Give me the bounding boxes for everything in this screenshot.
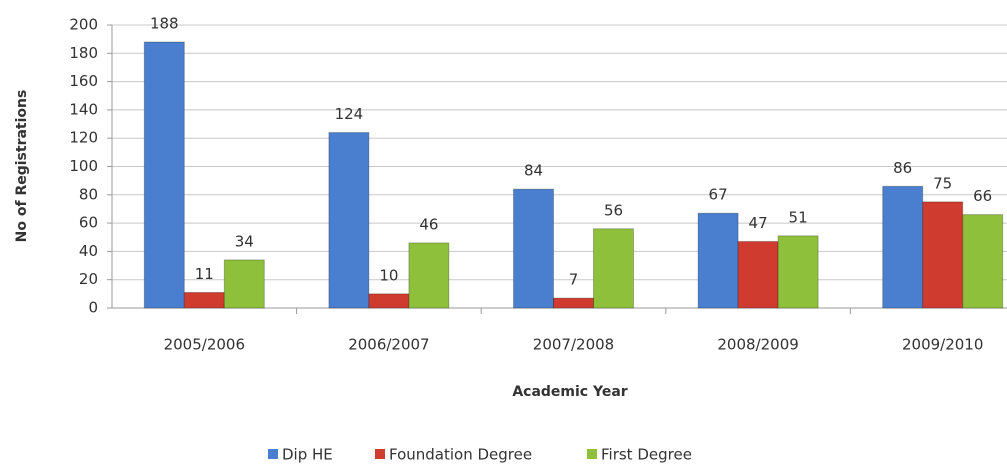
y-tick-label: 0 bbox=[88, 299, 98, 317]
bar bbox=[593, 228, 634, 309]
data-label: 66 bbox=[973, 187, 992, 205]
legend-swatch bbox=[375, 449, 385, 459]
y-tick-label: 120 bbox=[69, 129, 98, 147]
data-label: 67 bbox=[709, 186, 728, 204]
y-tick-label: 20 bbox=[79, 270, 98, 288]
data-label: 10 bbox=[379, 266, 398, 284]
y-tick-label: 200 bbox=[69, 16, 98, 34]
bar bbox=[223, 259, 265, 309]
data-label: 56 bbox=[604, 201, 623, 219]
bar bbox=[697, 212, 739, 309]
y-tick-label: 60 bbox=[79, 214, 98, 232]
bar bbox=[328, 132, 370, 309]
legend-label: Dip HE bbox=[282, 446, 333, 464]
x-tick-label: 2009/2010 bbox=[902, 336, 983, 354]
data-label: 124 bbox=[335, 105, 364, 123]
data-label: 75 bbox=[933, 174, 952, 192]
legend-swatch bbox=[268, 449, 278, 459]
legend-swatch bbox=[587, 449, 597, 459]
data-label: 46 bbox=[419, 215, 438, 233]
data-label: 11 bbox=[195, 265, 214, 283]
bar bbox=[882, 185, 924, 309]
legend-label: First Degree bbox=[601, 446, 692, 464]
y-axis-title: No of Registrations bbox=[14, 90, 30, 243]
bar bbox=[143, 41, 185, 309]
data-label: 7 bbox=[569, 271, 579, 289]
data-label: 34 bbox=[235, 232, 254, 250]
bar bbox=[922, 201, 964, 309]
y-tick-label: 180 bbox=[69, 44, 98, 62]
bar bbox=[962, 214, 1004, 309]
x-tick-label: 2007/2008 bbox=[533, 336, 614, 354]
y-tick-label: 80 bbox=[79, 185, 98, 203]
bar bbox=[368, 293, 410, 309]
bar bbox=[737, 240, 779, 309]
bar bbox=[183, 291, 225, 309]
y-tick-label: 160 bbox=[69, 72, 98, 90]
x-axis-title: Academic Year bbox=[512, 384, 627, 400]
data-label: 51 bbox=[789, 208, 808, 226]
data-label: 188 bbox=[150, 14, 179, 32]
bar bbox=[777, 235, 819, 309]
legend-label: Foundation Degree bbox=[389, 446, 532, 464]
x-tick-label: 2005/2006 bbox=[164, 336, 245, 354]
bar bbox=[408, 242, 450, 309]
y-tick-label: 40 bbox=[79, 242, 98, 260]
y-tick-label: 140 bbox=[69, 100, 98, 118]
bar bbox=[513, 188, 554, 309]
data-label: 84 bbox=[524, 162, 543, 180]
x-tick-label: 2008/2009 bbox=[717, 336, 798, 354]
data-label: 47 bbox=[749, 214, 768, 232]
data-label: 86 bbox=[893, 159, 912, 177]
bar bbox=[553, 297, 594, 309]
x-tick-label: 2006/2007 bbox=[348, 336, 429, 354]
y-tick-label: 100 bbox=[69, 157, 98, 175]
